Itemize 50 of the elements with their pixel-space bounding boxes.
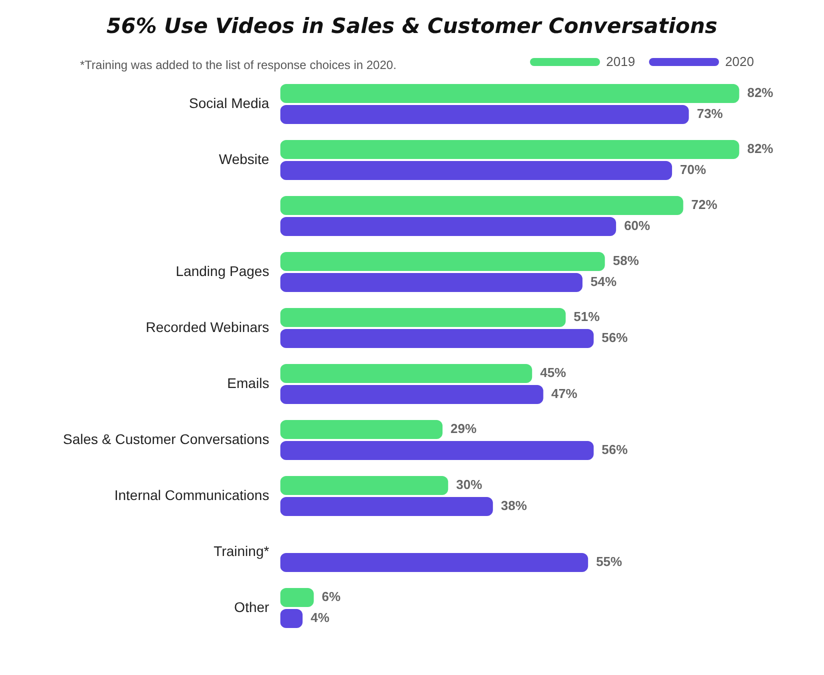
bar — [280, 588, 314, 607]
data-label: 29% — [450, 421, 477, 436]
data-label: 47% — [551, 386, 578, 402]
data-label: 72% — [691, 197, 718, 212]
series-label: 2019 — [606, 54, 636, 69]
bar — [280, 553, 588, 572]
text: *Training was added to the list of response choices in 2020. — [80, 58, 396, 72]
bar — [280, 497, 493, 516]
bar — [280, 140, 740, 159]
data-label: 73% — [696, 106, 724, 122]
bar — [280, 441, 594, 460]
chart-title: 56% Use Videos in Sales & Customer Conversations — [106, 13, 718, 40]
bar — [280, 217, 616, 236]
bar — [280, 308, 566, 327]
data-label: 4% — [310, 610, 330, 626]
bar — [280, 84, 740, 103]
data-label: 55% — [596, 554, 623, 570]
data-label: 51% — [574, 309, 600, 324]
y-tick-label: Training* — [214, 542, 270, 559]
bar — [280, 385, 544, 404]
data-label: 45% — [540, 365, 567, 380]
data-label: 70% — [680, 162, 707, 178]
bar — [280, 161, 672, 180]
data-label: 38% — [500, 498, 528, 514]
data-label: 56% — [602, 442, 628, 458]
bar — [280, 329, 594, 348]
data-label: 82% — [747, 85, 774, 100]
bar — [280, 196, 684, 215]
bar — [280, 420, 443, 439]
bar — [280, 476, 448, 495]
y-tick-label: Emails — [227, 374, 270, 391]
data-label: 6% — [322, 589, 342, 604]
bar — [280, 252, 605, 271]
y-tick-label: Other — [234, 598, 270, 615]
data-label: 82% — [747, 141, 774, 156]
text: 2020 — [725, 54, 754, 69]
y-tick-label: Website — [218, 150, 270, 167]
y-tick-label: Recorded Webinars — [146, 318, 270, 335]
data-label: 58% — [612, 253, 640, 268]
bar — [280, 273, 582, 292]
y-tick-label: Landing Pages — [176, 262, 270, 279]
bar — [280, 105, 689, 124]
data-label: 60% — [624, 218, 651, 234]
y-tick-label: Sales & Customer Conversations — [62, 430, 270, 447]
y-tick-label: Social Media — [189, 94, 270, 111]
data-label: 56% — [602, 330, 628, 346]
y-tick-label: Internal Communications — [114, 486, 270, 503]
bar — [280, 364, 532, 383]
data-label: 54% — [590, 274, 617, 290]
data-label: 30% — [456, 477, 483, 492]
